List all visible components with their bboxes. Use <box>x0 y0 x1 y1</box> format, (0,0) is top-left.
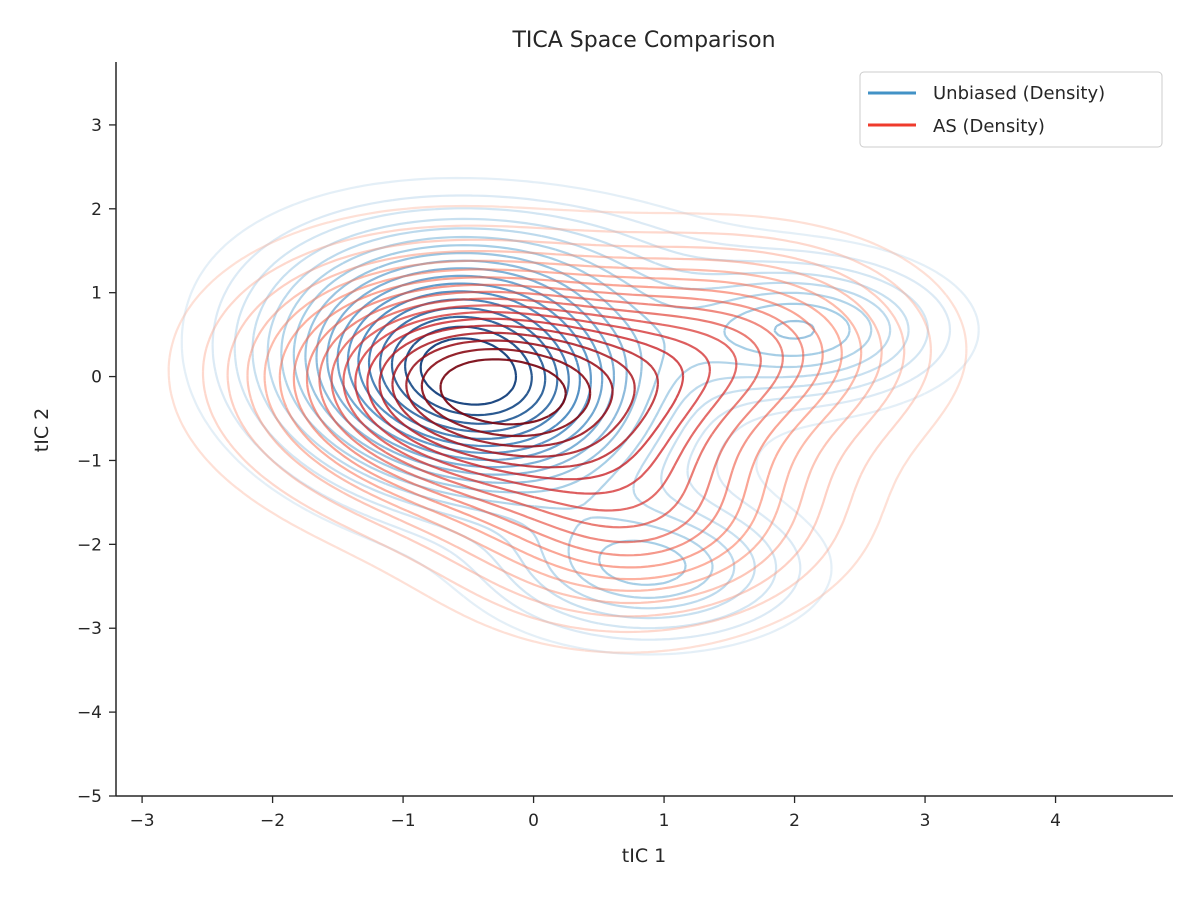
contour-line <box>342 304 738 512</box>
contour-line <box>366 317 685 481</box>
contour-line <box>292 276 824 569</box>
y-tick-label: −4 <box>77 703 102 723</box>
contour-line <box>391 331 636 458</box>
y-tick-label: −3 <box>77 619 102 639</box>
contour-line <box>420 348 592 438</box>
contour-line <box>367 298 570 440</box>
x-tick-label: 0 <box>528 811 539 831</box>
contour-line <box>330 297 762 529</box>
contour-layer <box>167 176 980 656</box>
contour-line <box>278 268 843 581</box>
x-axis-label: tIC 1 <box>622 845 666 867</box>
y-axis-label: tIC 2 <box>31 408 53 452</box>
contour-line <box>305 283 805 557</box>
contour-line <box>439 358 567 426</box>
x-tick-label: 2 <box>789 811 800 831</box>
x-tick-label: −1 <box>391 811 416 831</box>
y-tick-label: 2 <box>91 200 102 220</box>
y-tick-label: 0 <box>91 368 102 388</box>
contour-line <box>404 325 533 417</box>
chart-title: TICA Space Comparison <box>511 28 775 53</box>
y-tick-label: 1 <box>91 284 102 304</box>
x-tick-label: −2 <box>260 811 285 831</box>
contour-line <box>318 290 784 544</box>
y-tick-label: 3 <box>91 116 102 136</box>
x-ticks: −3 −2 −1 0 1 2 3 4 <box>130 796 1061 831</box>
contour-line <box>211 194 952 641</box>
contour-line <box>304 251 816 484</box>
contour-line <box>263 259 863 592</box>
contour-series-1 <box>167 204 968 654</box>
contour-line <box>354 311 711 495</box>
y-tick-label: −1 <box>77 451 102 471</box>
x-tick-label: 4 <box>1050 811 1061 831</box>
x-tick-label: 1 <box>659 811 670 831</box>
legend-box <box>859 71 1163 148</box>
legend-label-unbiased: Unbiased (Density) <box>933 83 1105 104</box>
contour-line <box>346 282 592 454</box>
contour-line <box>405 339 614 448</box>
y-ticks: −5 −4 −3 −2 −1 0 1 2 3 <box>77 116 116 807</box>
legend: Unbiased (Density) AS (Density) <box>859 71 1163 148</box>
y-tick-label: −5 <box>77 787 102 807</box>
y-tick-label: −2 <box>77 535 102 555</box>
contour-line <box>226 238 906 618</box>
contour-line <box>167 204 968 654</box>
x-tick-label: −3 <box>130 811 155 831</box>
contour-line <box>251 217 910 620</box>
contour-line <box>201 224 932 634</box>
legend-label-as: AS (Density) <box>933 116 1045 137</box>
contour-line <box>378 324 659 469</box>
contour-line <box>246 250 883 605</box>
axes <box>115 62 1173 797</box>
x-tick-label: 3 <box>920 811 931 831</box>
